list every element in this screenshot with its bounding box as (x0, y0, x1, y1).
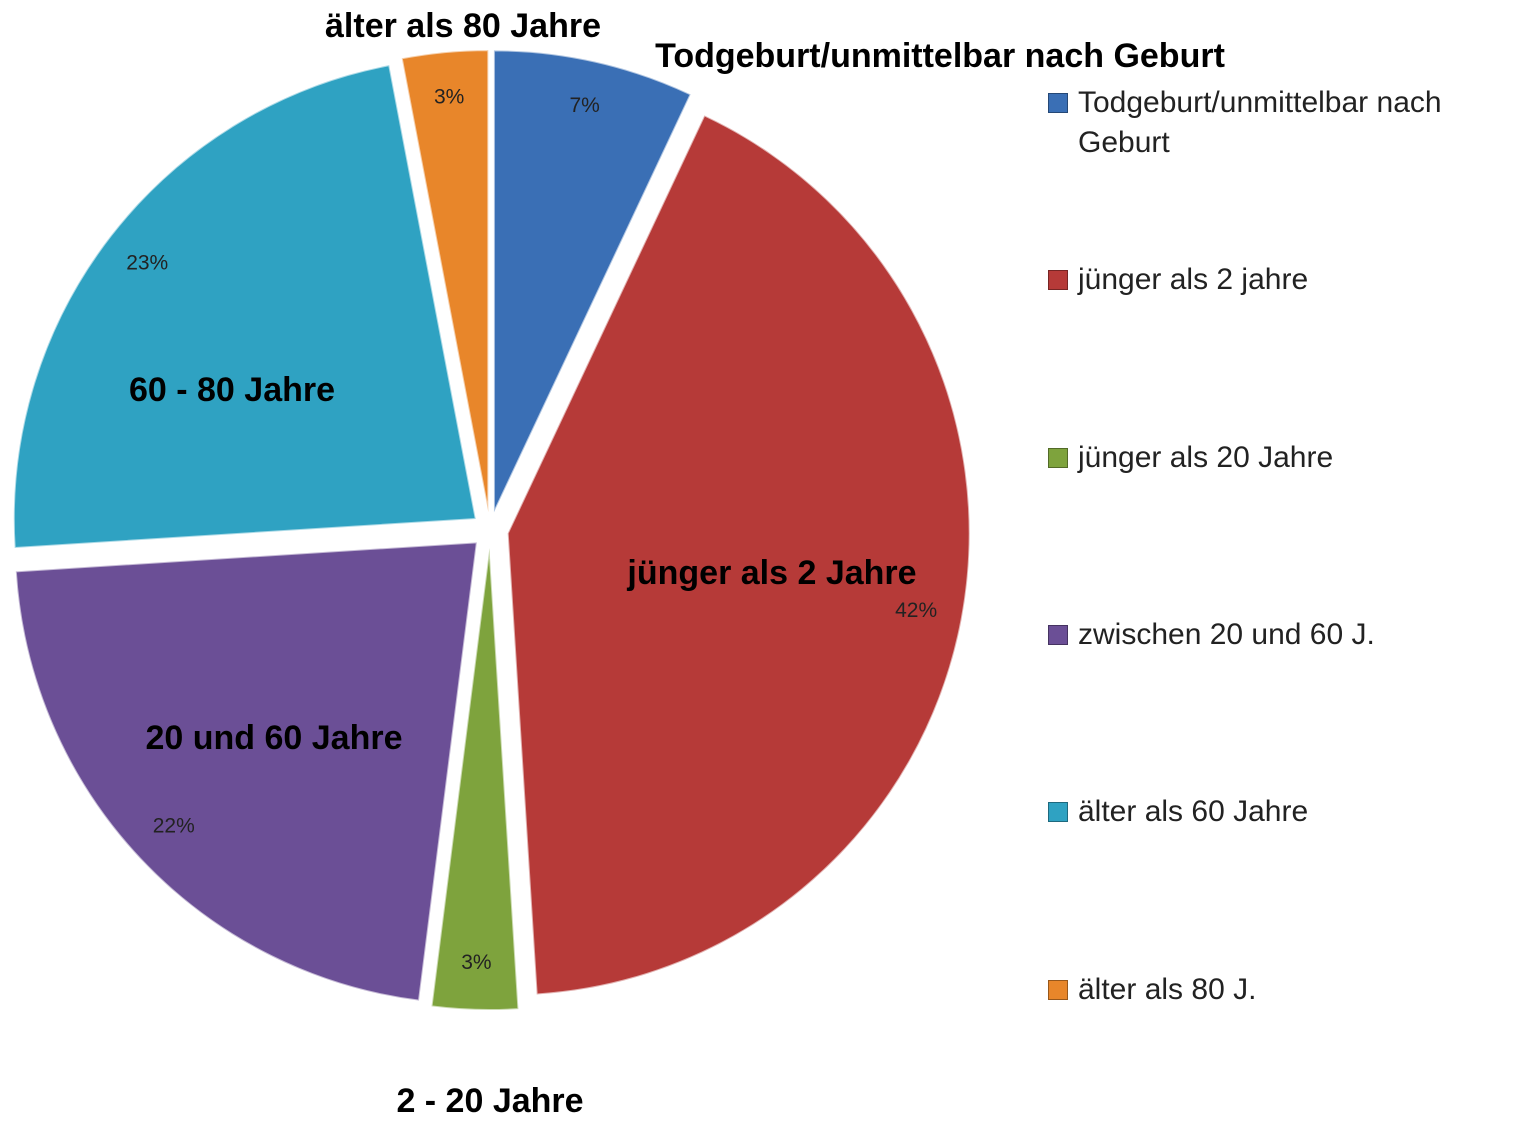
annotation: älter als 80 Jahre (325, 7, 601, 45)
legend-entry: älter als 60 Jahre (1048, 792, 1513, 832)
value-label: 22% (153, 815, 195, 838)
annotation: jünger als 2 Jahre (626, 554, 916, 592)
pie-slice (506, 114, 971, 996)
pie-slice (12, 63, 477, 550)
legend-label: älter als 60 Jahre (1078, 795, 1309, 828)
legend-swatch (1048, 625, 1068, 645)
legend-label: Todgeburt/unmittelbar nach Geburt (1078, 86, 1442, 159)
legend-swatch (1048, 980, 1068, 1000)
legend-entry: älter als 80 J. (1048, 970, 1513, 1010)
annotation: Todgeburt/unmittelbar nach Geburt (655, 37, 1225, 75)
legend-entry: jünger als 2 jahre (1048, 260, 1513, 300)
annotation: 60 - 80 Jahre (129, 371, 335, 409)
value-label: 23% (126, 252, 168, 275)
legend-swatch (1048, 93, 1068, 113)
pie-slice (492, 49, 692, 513)
pie-slice (400, 49, 490, 513)
legend-swatch (1048, 270, 1068, 290)
legend-label: zwischen 20 und 60 J. (1078, 618, 1375, 651)
legend-entry: zwischen 20 und 60 J. (1048, 615, 1513, 655)
legend-swatch (1048, 802, 1068, 822)
legend-entry: Todgeburt/unmittelbar nach Geburt (1048, 83, 1513, 163)
legend-label: älter als 80 J. (1078, 973, 1257, 1006)
value-label: 3% (461, 951, 491, 974)
legend-label: jünger als 20 Jahre (1078, 441, 1334, 474)
legend-label: jünger als 2 jahre (1078, 263, 1309, 296)
pie-slice (14, 541, 479, 1002)
value-label: 7% (569, 94, 599, 117)
value-label: 42% (895, 599, 937, 622)
legend-entry: jünger als 20 Jahre (1048, 438, 1513, 478)
annotation: 20 und 60 Jahre (145, 719, 402, 757)
value-label: 3% (434, 86, 464, 109)
pie-slice (430, 547, 520, 1011)
annotation: 2 - 20 Jahre (396, 1082, 583, 1120)
legend-swatch (1048, 448, 1068, 468)
